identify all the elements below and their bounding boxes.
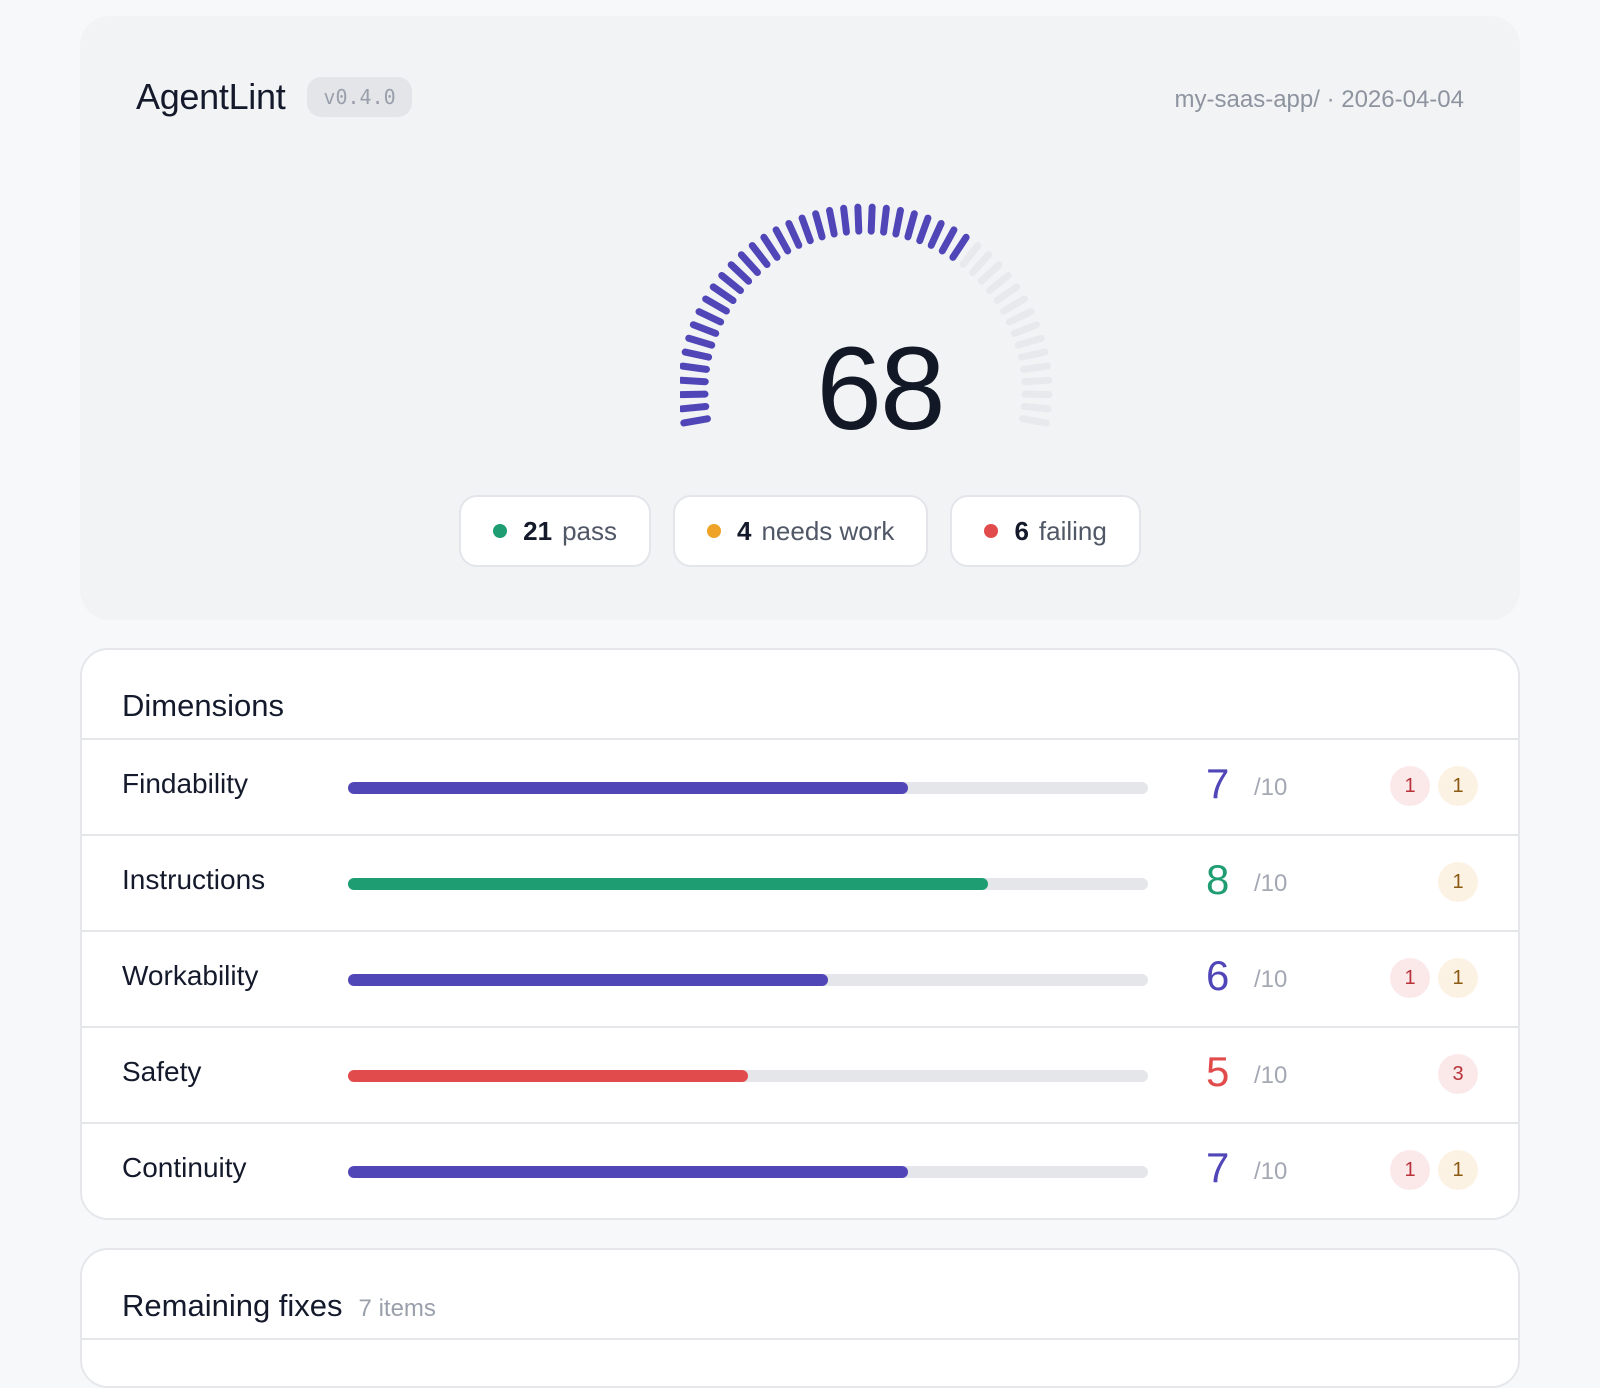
dimension-score: 8 [1206, 856, 1229, 904]
gauge-tick [973, 255, 989, 273]
dimensions-title: Dimensions [82, 650, 1518, 740]
summary-pills: 21 pass 4 needs work 6 failing [80, 495, 1520, 567]
gauge-tick [741, 255, 757, 273]
dimension-name: Workability [122, 960, 258, 992]
failing-count-badge[interactable]: 1 [1390, 1150, 1430, 1190]
dimension-name: Safety [122, 1056, 201, 1088]
remaining-fixes-heading: Remaining fixes [122, 1288, 343, 1324]
needs-work-dot-icon [707, 524, 721, 538]
app-name: AgentLint [136, 76, 285, 118]
needs-work-count-badge[interactable]: 1 [1438, 862, 1478, 902]
gauge-tick [942, 230, 954, 251]
pass-count: 21 [523, 516, 552, 547]
pass-pill[interactable]: 21 pass [459, 495, 651, 567]
gauge-tick [871, 207, 872, 231]
gauge-tick [789, 223, 799, 245]
gauge-tick [953, 237, 966, 257]
dimension-score: 5 [1206, 1048, 1229, 1096]
failing-label: failing [1039, 516, 1107, 547]
needs-work-count: 4 [737, 516, 751, 547]
failing-count-badge[interactable]: 3 [1438, 1054, 1478, 1094]
overall-score: 68 [680, 321, 1080, 457]
dimension-progress-track [348, 878, 1148, 890]
version-badge: v0.4.0 [307, 77, 411, 117]
score-panel: AgentLint v0.4.0 my-saas-app/ · 2026-04-… [80, 16, 1520, 620]
gauge-tick [706, 299, 727, 311]
gauge-tick [731, 265, 748, 281]
gauge-tick [844, 208, 847, 232]
needs-work-label: needs work [761, 516, 894, 547]
brand: AgentLint v0.4.0 [136, 76, 412, 118]
dimension-progress-track [348, 974, 1148, 986]
gauge-tick [920, 218, 928, 241]
gauge-tick [830, 210, 835, 234]
remaining-fixes-title: Remaining fixes 7 items [82, 1250, 1518, 1340]
dimension-score: 7 [1206, 760, 1229, 808]
gauge-tick [816, 214, 822, 237]
failing-count-badge[interactable]: 1 [1390, 766, 1430, 806]
dimension-denominator: /10 [1254, 1062, 1287, 1090]
gauge-tick [858, 207, 859, 231]
score-gauge: 68 [680, 201, 1080, 481]
gauge-tick [764, 237, 777, 257]
dimension-score: 6 [1206, 952, 1229, 1000]
gauge-tick [722, 275, 741, 290]
dimension-progress-track [348, 1166, 1148, 1178]
failing-count: 6 [1014, 516, 1028, 547]
dimension-badges: 3 [1438, 1054, 1478, 1094]
dimension-progress-fill [348, 878, 988, 890]
dimension-progress-fill [348, 782, 908, 794]
project-meta: my-saas-app/ · 2026-04-04 [1175, 86, 1464, 114]
gauge-tick [990, 275, 1009, 290]
pass-label: pass [562, 516, 617, 547]
gauge-tick [752, 246, 767, 265]
dimension-row-safety[interactable]: Safety 5/10 3 [82, 1028, 1518, 1124]
dimension-name: Instructions [122, 864, 265, 896]
dimension-badges: 1 [1438, 862, 1478, 902]
gauge-tick [997, 287, 1017, 301]
gauge-tick [908, 214, 914, 237]
dimension-name: Continuity [122, 1152, 247, 1184]
gauge-tick [776, 230, 788, 251]
dimensions-heading: Dimensions [122, 688, 284, 724]
gauge-tick [931, 223, 941, 245]
dimension-denominator: /10 [1254, 870, 1287, 898]
dimension-progress-fill [348, 1070, 748, 1082]
pass-dot-icon [493, 524, 507, 538]
dimension-denominator: /10 [1254, 1158, 1287, 1186]
dimension-row-instructions[interactable]: Instructions 8/10 1 [82, 836, 1518, 932]
dimension-progress-track [348, 1070, 1148, 1082]
remaining-fixes-card: Remaining fixes 7 items [80, 1248, 1520, 1388]
gauge-tick [981, 265, 998, 281]
needs-work-count-badge[interactable]: 1 [1438, 1150, 1478, 1190]
dimension-progress-fill [348, 1166, 908, 1178]
gauge-tick [713, 287, 733, 301]
dimension-denominator: /10 [1254, 966, 1287, 994]
dimension-name: Findability [122, 768, 248, 800]
failing-pill[interactable]: 6 failing [950, 495, 1140, 567]
dimension-score: 7 [1206, 1144, 1229, 1192]
needs-work-count-badge[interactable]: 1 [1438, 958, 1478, 998]
dimension-progress-fill [348, 974, 828, 986]
dimension-denominator: /10 [1254, 774, 1287, 802]
dimension-progress-track [348, 782, 1148, 794]
gauge-tick [884, 208, 887, 232]
gauge-tick [963, 246, 978, 265]
failing-count-badge[interactable]: 1 [1390, 958, 1430, 998]
gauge-tick [1004, 299, 1025, 311]
failing-dot-icon [984, 524, 998, 538]
remaining-fixes-count: 7 items [359, 1295, 436, 1323]
needs-work-count-badge[interactable]: 1 [1438, 766, 1478, 806]
gauge-tick [802, 218, 810, 241]
needs-work-pill[interactable]: 4 needs work [673, 495, 928, 567]
gauge-tick [896, 210, 901, 234]
